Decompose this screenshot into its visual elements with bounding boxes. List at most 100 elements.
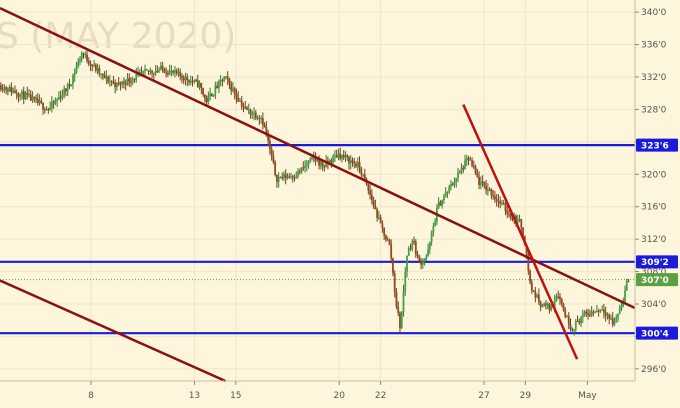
candle-body (96, 68, 99, 71)
candle-body (36, 98, 39, 103)
price-labels: 323'6 309'2 300'4 307'0 (636, 138, 678, 340)
candle-body (603, 309, 605, 313)
candle-body (325, 160, 328, 168)
candle-body (189, 80, 192, 83)
candle-body (151, 70, 153, 73)
candle-body (402, 290, 405, 313)
candle-body (107, 76, 110, 82)
candle-body (103, 75, 106, 79)
x-tick-label: 8 (88, 391, 94, 401)
candle-body (532, 290, 535, 292)
candle-body (221, 80, 224, 82)
candle-body (606, 314, 609, 316)
candle-body (416, 254, 419, 257)
candle-body (249, 109, 252, 115)
trendline (462, 104, 579, 360)
candle-body (355, 163, 357, 167)
candle-body (441, 199, 444, 206)
y-tick-label: 340'0 (641, 8, 667, 18)
candle-body (15, 93, 18, 95)
candle-body (256, 117, 259, 119)
candle-body (277, 177, 280, 182)
candle-body (165, 72, 168, 74)
candle-body (66, 84, 69, 92)
candle-body (54, 100, 57, 104)
candle-body (599, 309, 602, 312)
candle-body (471, 160, 473, 166)
candle-body (455, 178, 458, 183)
candle-body (385, 235, 387, 240)
candle-body (625, 280, 628, 291)
candle-body (495, 198, 498, 201)
x-tick-label: 15 (230, 391, 241, 401)
candle-body (5, 87, 8, 90)
candle-body (497, 200, 500, 202)
candle-body (588, 314, 591, 316)
candle-body (268, 140, 271, 149)
candle-body (550, 305, 553, 311)
candle-body (604, 312, 607, 316)
candle-body (152, 72, 155, 74)
candle-body (251, 113, 254, 115)
candle-body (279, 177, 282, 179)
candle-body (196, 80, 199, 88)
candle-body (253, 112, 255, 114)
candle-body (557, 296, 560, 298)
candle-body (530, 282, 533, 291)
candle-body (479, 181, 482, 185)
candle-body (462, 167, 465, 169)
candle-body (332, 156, 335, 163)
candle-body (430, 232, 433, 243)
candle-body (346, 155, 349, 157)
candle-body (393, 273, 396, 293)
candle-body (541, 305, 544, 307)
candle-body (407, 248, 410, 256)
candle-body (131, 78, 134, 82)
candle-body (543, 303, 546, 306)
candle-body (469, 159, 472, 161)
candle-body (502, 203, 505, 205)
candle-body (123, 81, 125, 84)
candle-body (516, 219, 519, 223)
candle-body (474, 167, 477, 174)
candle-body (240, 100, 243, 107)
candle-body (65, 88, 67, 92)
candle-body (592, 311, 595, 313)
candle-body (68, 84, 71, 87)
candle-body (351, 160, 354, 163)
candle-body (481, 181, 484, 183)
candle-body (518, 218, 521, 220)
candle-body (254, 112, 257, 119)
candle-body (226, 76, 229, 80)
candle-body (615, 318, 618, 321)
candle-body (212, 94, 215, 97)
candle-body (492, 195, 495, 197)
candle-body (564, 309, 567, 317)
candle-body (200, 82, 203, 89)
candle-body (476, 173, 479, 178)
candle-body (400, 312, 403, 329)
candle-body (618, 308, 621, 314)
candle-body (583, 311, 586, 315)
candle-body (335, 155, 338, 158)
candle-body (22, 91, 25, 99)
candle-body (590, 311, 593, 316)
candle-body (348, 156, 350, 164)
candle-body (472, 165, 475, 168)
candle-body (585, 311, 588, 314)
candle-body (228, 79, 231, 84)
candle-body (56, 99, 59, 101)
candle-body (0, 85, 2, 90)
candle-body (321, 161, 324, 167)
y-tick-label: 308'0 (641, 268, 667, 278)
candle-body (38, 100, 41, 103)
candle-body (149, 70, 152, 72)
candle-body (386, 239, 389, 241)
candle-body (272, 156, 275, 163)
candle-body (546, 303, 549, 306)
candle-body (7, 89, 9, 92)
candle-body (239, 100, 241, 102)
candle-body (420, 261, 422, 265)
